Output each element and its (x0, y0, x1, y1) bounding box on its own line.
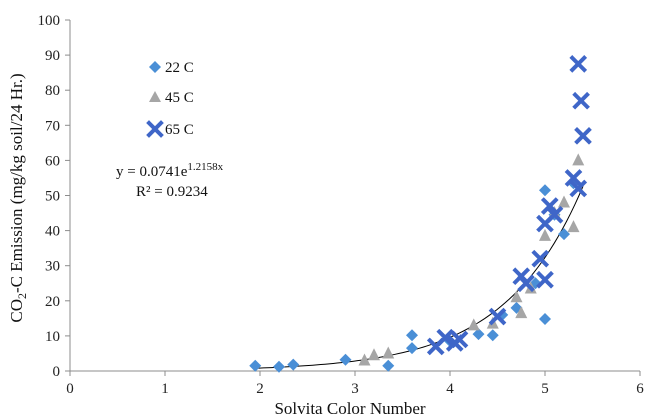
data-point (382, 346, 395, 359)
data-point (539, 228, 551, 241)
data-point (517, 274, 535, 293)
data-point (368, 348, 380, 361)
y-tick-label: 60 (45, 153, 60, 169)
data-point (472, 328, 485, 341)
data-point (539, 313, 551, 326)
y-tick-label: 80 (45, 83, 60, 99)
axes (65, 19, 641, 376)
x-tick-label: 4 (446, 381, 454, 397)
data-point (406, 342, 418, 355)
x-tick-label: 2 (256, 381, 264, 397)
legend-label-65c: 65 C (165, 122, 194, 138)
x-tick-label: 1 (161, 381, 169, 397)
y-tick-label: 50 (45, 189, 60, 205)
y-tick-label: 100 (38, 13, 61, 29)
data-point (558, 228, 570, 241)
data-point (450, 330, 469, 349)
y-tick-label: 10 (45, 329, 60, 345)
data-point (287, 358, 300, 371)
y-tick-labels: 0 10 20 30 40 50 60 70 80 90 100 (38, 13, 61, 380)
data-point (558, 195, 570, 208)
legend-marker-triangle (149, 91, 161, 102)
series-22-c (249, 177, 580, 373)
data-point (249, 359, 262, 372)
data-point (406, 329, 418, 342)
data-point (569, 55, 588, 73)
y-tick-label: 20 (45, 294, 60, 310)
r-squared-label: R² = 0.9234 (136, 184, 208, 200)
data-point (574, 127, 592, 145)
data-point (486, 329, 499, 342)
y-axis-title: CO2-C Emission (mg/kg soil/24 Hr.) (7, 73, 29, 322)
data-points (249, 55, 592, 373)
y-tick-label: 30 (45, 259, 60, 275)
data-point (531, 249, 550, 268)
data-point (540, 197, 559, 215)
legend-marker-diamond (149, 61, 161, 73)
x-axis-title: Solvita Color Number (274, 399, 425, 418)
legend-label-22c: 22 C (165, 60, 194, 76)
data-point (339, 353, 352, 366)
x-tick-label: 0 (66, 381, 74, 397)
legend-marker-x (146, 120, 164, 138)
data-point (510, 290, 523, 303)
x-tick-label: 5 (541, 381, 549, 397)
y-tick-label: 70 (45, 118, 60, 134)
legend: 22 C 45 C 65 C (146, 60, 194, 138)
data-point (382, 359, 395, 372)
y-tick-label: 40 (45, 224, 60, 240)
legend-label-45c: 45 C (165, 90, 194, 106)
data-point (467, 318, 480, 331)
legend-item-65c: 65 C (146, 120, 194, 138)
data-point (572, 91, 590, 110)
y-tick-label: 90 (45, 48, 60, 64)
data-point (539, 184, 551, 197)
legend-item-45c: 45 C (149, 90, 194, 106)
data-point (564, 169, 583, 187)
legend-item-22c: 22 C (149, 60, 194, 76)
data-point (515, 306, 528, 319)
data-point (569, 179, 588, 198)
data-point (536, 270, 554, 289)
data-point (545, 205, 564, 224)
data-point (572, 153, 585, 166)
x-tick-labels: 0 1 2 3 4 5 6 (66, 381, 644, 397)
data-point (436, 328, 455, 347)
series-65-c (426, 55, 592, 356)
x-tick-label: 6 (636, 381, 644, 397)
data-point (358, 353, 371, 366)
data-point (488, 307, 507, 326)
data-point (273, 360, 285, 373)
x-tick-label: 3 (351, 381, 359, 397)
data-point (567, 220, 580, 233)
series-45-c (358, 153, 585, 366)
trend-equation: y = 0.0741e1.2158x (116, 161, 224, 180)
y-tick-label: 0 (53, 364, 61, 380)
